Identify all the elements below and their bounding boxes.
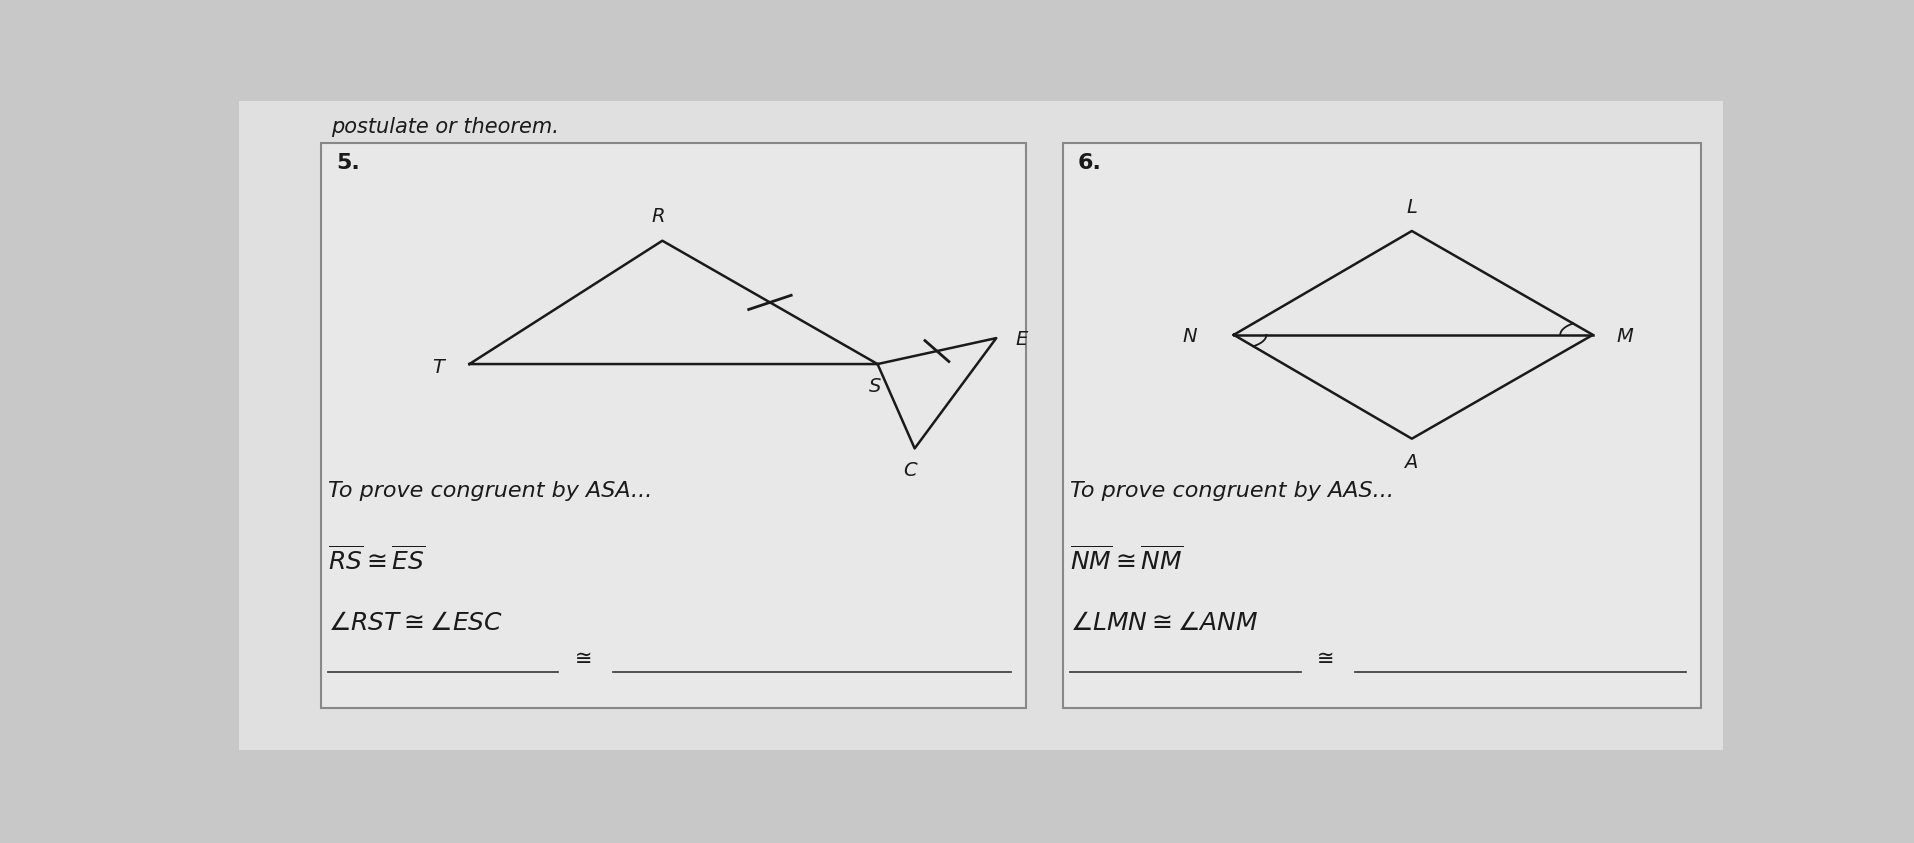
Text: E: E <box>1014 330 1028 349</box>
Text: $\cong$: $\cong$ <box>570 647 591 667</box>
Text: To prove congruent by AAS...: To prove congruent by AAS... <box>1070 481 1393 501</box>
Text: A: A <box>1403 453 1416 472</box>
Text: S: S <box>867 377 880 396</box>
Text: N: N <box>1181 326 1196 346</box>
Text: To prove congruent by ASA...: To prove congruent by ASA... <box>329 481 653 501</box>
Text: T: T <box>433 357 444 377</box>
Text: C: C <box>903 461 917 481</box>
FancyBboxPatch shape <box>322 143 1026 708</box>
Text: $\angle LMN \cong \angle ANM$: $\angle LMN \cong \angle ANM$ <box>1070 610 1257 635</box>
Text: 6.: 6. <box>1078 153 1101 173</box>
Text: $\cong$: $\cong$ <box>1311 647 1332 667</box>
Text: R: R <box>651 207 664 226</box>
Text: M: M <box>1615 326 1633 346</box>
Text: $\overline{NM} \cong \overline{NM}$: $\overline{NM} \cong \overline{NM}$ <box>1070 545 1183 575</box>
Text: $\angle RST \cong \angle ESC$: $\angle RST \cong \angle ESC$ <box>329 610 503 635</box>
Text: L: L <box>1405 198 1416 217</box>
Text: $\overline{RS} \cong \overline{ES}$: $\overline{RS} \cong \overline{ES}$ <box>329 545 425 575</box>
FancyBboxPatch shape <box>239 101 1723 750</box>
Text: 5.: 5. <box>335 153 360 173</box>
Text: postulate or theorem.: postulate or theorem. <box>331 117 559 137</box>
FancyBboxPatch shape <box>1062 143 1700 708</box>
